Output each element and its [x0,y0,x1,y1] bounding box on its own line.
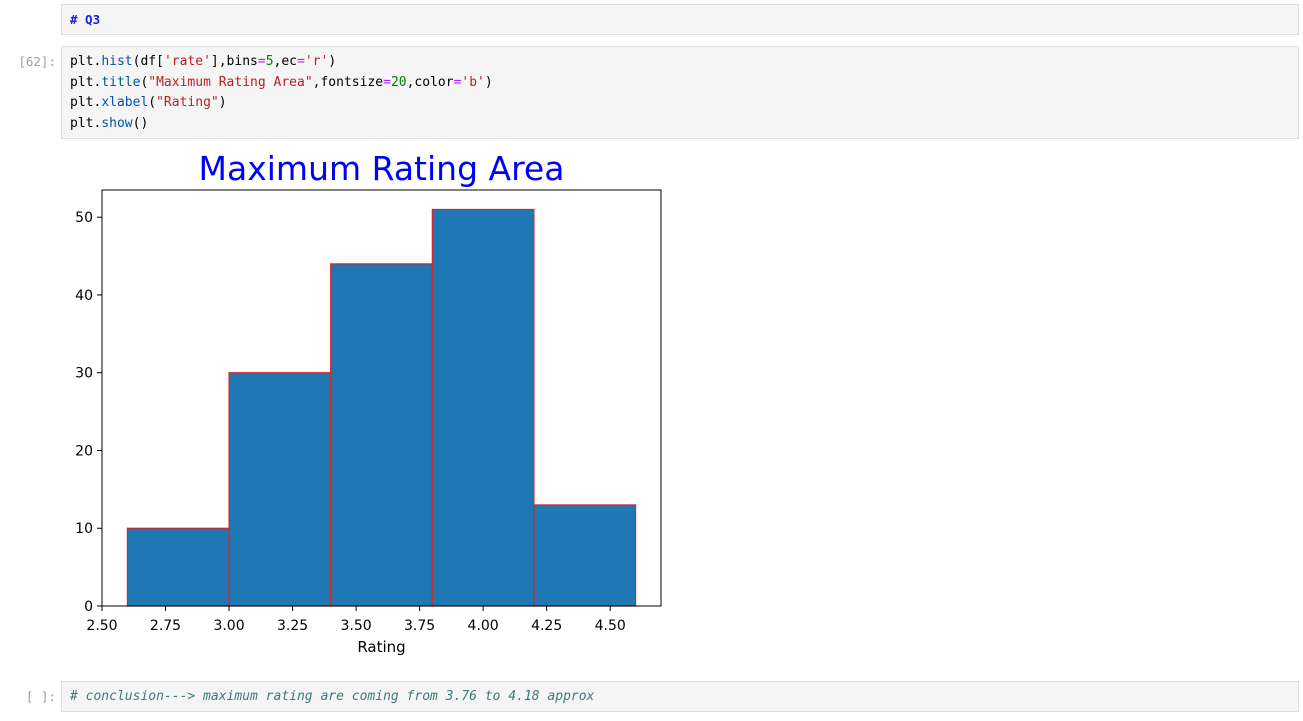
code-token: title [101,74,141,90]
x-tick-label: 3.75 [404,618,435,634]
code-token: show [101,115,133,131]
code-editor[interactable]: plt.hist(df['rate'],bins=5,ec='r') plt.ti… [62,47,1298,134]
x-tick-label: 3.00 [213,618,244,634]
histogram-bar [533,504,637,607]
x-tick-label: 4.50 [595,618,626,634]
x-tick-label: 3.25 [277,618,308,634]
conclusion-comment[interactable]: # conclusion---> maximum rating are comi… [70,689,595,704]
code-token: "Rating" [156,95,219,110]
histogram-bar [228,372,332,607]
code-line: plt.hist(df['rate'],bins=5,ec='r') [70,52,1290,73]
y-tick-label: 10 [75,521,93,537]
markdown-cell[interactable]: # Q3 [61,4,1299,35]
y-tick-label: 0 [84,599,93,615]
code-line: plt.title("Maximum Rating Area",fontsize… [70,73,1290,94]
x-tick-label: 2.50 [86,618,117,634]
code-token: ) [218,95,227,110]
x-tick-label: 4.25 [531,618,562,634]
x-tick-label: 3.50 [341,618,372,634]
code-token: 'r' [304,54,329,69]
code-token: 5 [265,54,274,69]
code-token: ) [484,74,493,90]
code-token: = [257,54,266,69]
code-token: = [383,74,391,90]
code-token: plt. [70,74,102,90]
code-token: plt. [70,54,102,69]
code-token: (df[ [132,54,164,69]
histogram-bar [126,527,230,607]
chart-title: Maximum Rating Area [199,149,565,188]
x-axis-label: Rating [357,638,405,656]
code-token: ( [140,74,149,90]
y-tick-label: 20 [75,443,93,459]
plot-frame [101,189,662,607]
code-cell-prompt: [62]: [18,54,56,69]
y-tick-label: 30 [75,366,93,382]
y-tick-label: 40 [75,288,93,304]
code-token: ,ec [273,54,298,69]
histogram-bar [330,263,433,607]
code-token: "Maximum Rating Area" [148,74,313,90]
code-token: = [453,74,462,90]
code-token: plt. [70,95,102,110]
code-token: ,color [406,74,454,90]
code-token: ],bins [210,54,258,69]
code-token: 20 [390,74,407,90]
code-token: () [132,115,149,131]
code-token: = [297,54,305,69]
code-token: ,fontsize [312,74,384,90]
code-token: ( [148,95,157,110]
code-token: hist [101,54,133,69]
code-token: 'b' [461,74,485,90]
code-token: xlabel [101,95,149,110]
y-tick-label: 50 [75,210,93,226]
x-tick-label: 2.75 [150,618,181,634]
conclusion-cell-prompt: [ ]: [25,689,56,704]
conclusion-cell[interactable]: # conclusion---> maximum rating are comi… [61,681,1299,712]
code-token: 'rate' [163,54,211,69]
histogram-bar [431,208,535,607]
code-token: ) [328,54,337,69]
markdown-heading: # Q3 [70,12,101,27]
code-line: plt.xlabel("Rating") [70,93,1290,114]
code-cell[interactable]: plt.hist(df['rate'],bins=5,ec='r') plt.ti… [61,46,1299,139]
x-tick-label: 4.00 [468,618,499,634]
histogram-chart: Maximum Rating Area 0 10 20 30 40 50 2.50 2.75 3.… [75,149,662,656]
code-token: plt. [70,115,102,131]
code-line: plt.show() [70,114,1290,135]
